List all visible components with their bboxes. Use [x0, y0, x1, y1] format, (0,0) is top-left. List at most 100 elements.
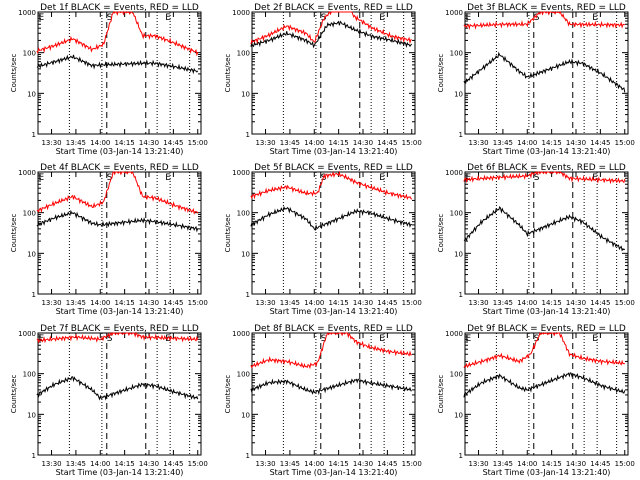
y-axis-label: Counts/sec [224, 54, 232, 93]
x-tick-label: 14:00 [304, 299, 324, 307]
x-tick-label: 14:30 [566, 299, 586, 307]
x-tick-label: 13:30 [468, 139, 488, 147]
x-axis-label: Start Time (03-Jan-14 13:21:40) [483, 147, 611, 156]
y-tick-label: 1000 [18, 169, 36, 177]
x-tick-label: 15:00 [188, 299, 208, 307]
y-axis-label: Counts/sec [10, 54, 18, 93]
x-tick-label: 15:00 [188, 139, 208, 147]
lld-series-line [463, 11, 626, 31]
lld-series-line [36, 11, 199, 57]
chart-title: Det 6f BLACK = Events, RED = LLD [467, 163, 626, 173]
y-tick-label: 1 [246, 452, 250, 460]
y-tick-label: 100 [23, 371, 36, 379]
event-marker-label: E [379, 173, 385, 183]
y-axis-label: Counts/sec [224, 375, 232, 414]
y-tick-label: 100 [23, 50, 36, 58]
chart-panel: Det 3f BLACK = Events, RED = LLD 1 10 100 10… [437, 3, 635, 156]
event-marker-label: S [107, 334, 113, 344]
y-tick-label: 10 [241, 250, 250, 258]
x-tick-label: 14:00 [517, 139, 537, 147]
x-tick-label: 14:45 [590, 139, 610, 147]
x-tick-label: 14:45 [590, 460, 610, 468]
y-tick-label: 100 [23, 210, 36, 218]
y-tick-label: 1 [32, 131, 36, 139]
x-tick-label: 13:45 [66, 299, 86, 307]
x-axis-label: Start Time (03-Jan-14 13:21:40) [56, 468, 184, 477]
y-tick-label: 1 [459, 291, 463, 299]
events-series-line [250, 205, 413, 231]
chart-panel: Det 5f BLACK = Events, RED = LLD 1 10 100 10… [224, 163, 422, 316]
y-axis-label: Counts/sec [10, 375, 18, 414]
x-tick-label: 14:15 [542, 139, 562, 147]
x-tick-label: 14:45 [377, 460, 397, 468]
y-tick-label: 100 [237, 210, 250, 218]
y-tick-label: 1000 [18, 330, 36, 338]
x-axis-label: Start Time (03-Jan-14 13:21:40) [56, 307, 184, 316]
x-tick-label: 14:15 [115, 460, 135, 468]
y-tick-label: 1 [246, 291, 250, 299]
chart-title: Det 7f BLACK = Events, RED = LLD [40, 324, 199, 334]
y-tick-label: 100 [450, 50, 463, 58]
x-tick-label: 14:30 [139, 139, 159, 147]
event-marker-label: S [534, 13, 540, 23]
y-tick-label: 1000 [232, 330, 250, 338]
y-tick-label: 100 [450, 371, 463, 379]
events-series-line [463, 372, 626, 398]
y-tick-label: 1000 [18, 9, 36, 17]
x-tick-label: 13:45 [280, 460, 300, 468]
chart-title: Det 9f BLACK = Events, RED = LLD [467, 324, 626, 334]
x-tick-label: 15:00 [615, 139, 635, 147]
x-tick-label: 14:15 [542, 299, 562, 307]
lld-series-line [463, 171, 626, 185]
events-series-line [250, 378, 412, 396]
x-tick-label: 14:45 [377, 139, 397, 147]
y-tick-label: 100 [237, 50, 250, 58]
x-tick-label: 14:30 [139, 299, 159, 307]
plot-frame [37, 11, 202, 135]
chart-panel: Det 4f BLACK = Events, RED = LLD 1 10 100 10… [10, 163, 208, 316]
y-tick-label: 1000 [445, 9, 463, 17]
x-tick-label: 14:45 [377, 299, 397, 307]
event-marker-label: E [592, 173, 598, 183]
x-tick-label: 13:45 [493, 299, 513, 307]
y-tick-label: 1 [32, 452, 36, 460]
x-tick-label: 13:30 [255, 460, 275, 468]
events-series-line [463, 51, 626, 93]
y-axis-label: Counts/sec [10, 214, 18, 253]
chart-title: Det 5f BLACK = Events, RED = LLD [254, 163, 413, 173]
x-tick-label: 14:00 [90, 299, 110, 307]
chart-title: Det 8f BLACK = Events, RED = LLD [254, 324, 413, 334]
y-axis-label: Counts/sec [437, 214, 445, 253]
x-tick-label: 13:30 [41, 460, 61, 468]
chart-panel: Det 7f BLACK = Events, RED = LLD 1 10 100 10… [10, 324, 208, 477]
y-tick-label: 10 [27, 250, 36, 258]
x-axis-label: Start Time (03-Jan-14 13:21:40) [270, 307, 398, 316]
lld-series-line [463, 331, 626, 369]
x-tick-label: 15:00 [188, 460, 208, 468]
y-tick-label: 1 [32, 291, 36, 299]
chart-title: Det 4f BLACK = Events, RED = LLD [40, 163, 199, 173]
plot-frame [464, 11, 629, 135]
event-marker-label: E [165, 334, 171, 344]
event-marker-label: E [592, 13, 598, 23]
x-tick-label: 14:45 [163, 460, 183, 468]
events-series-line [36, 54, 199, 75]
event-marker-label: E [379, 13, 385, 23]
y-tick-label: 1000 [445, 330, 463, 338]
y-tick-label: 10 [27, 411, 36, 419]
x-tick-label: 13:45 [493, 460, 513, 468]
event-marker-label: E [466, 334, 472, 344]
x-tick-label: 14:15 [329, 299, 349, 307]
x-tick-label: 14:15 [115, 139, 135, 147]
y-tick-label: 100 [450, 210, 463, 218]
chart-panel: Det 1f BLACK = Events, RED = LLD 1 10 100 10… [10, 3, 208, 156]
x-tick-label: 14:30 [353, 139, 373, 147]
x-tick-label: 14:15 [329, 139, 349, 147]
lld-series-line [36, 170, 199, 215]
chart-title: Det 2f BLACK = Events, RED = LLD [254, 3, 413, 13]
x-tick-label: 13:30 [255, 139, 275, 147]
y-tick-label: 1 [459, 452, 463, 460]
chart-panel: Det 8f BLACK = Events, RED = LLD 1 10 100 10… [224, 324, 422, 477]
x-tick-label: 13:45 [280, 139, 300, 147]
event-marker-label: E [39, 173, 45, 183]
